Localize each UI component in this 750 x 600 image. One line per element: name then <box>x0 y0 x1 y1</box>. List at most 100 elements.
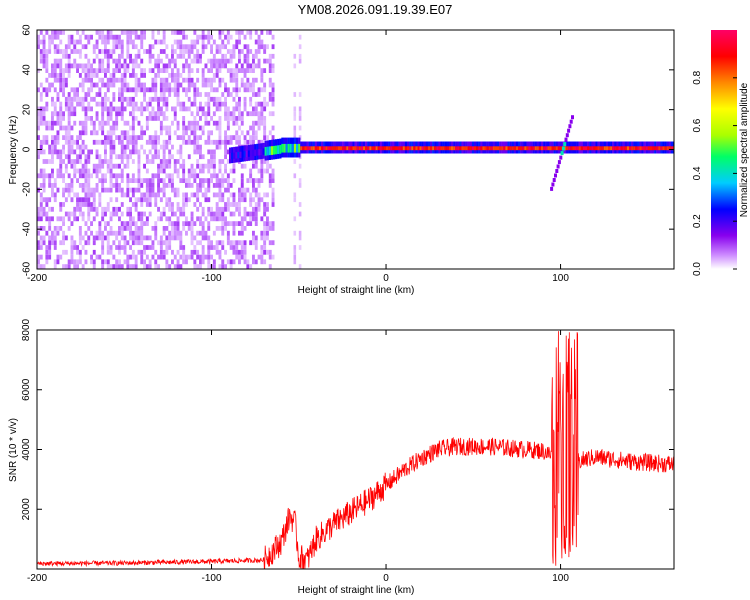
spectrogram-cell <box>461 146 464 151</box>
spectrogram-cell <box>207 187 211 193</box>
spectrogram-cell <box>196 120 200 126</box>
spectrogram-cell <box>92 68 96 73</box>
spectrogram-cell <box>120 116 124 121</box>
spectrogram-cell <box>425 146 429 151</box>
spectrogram-cell <box>48 82 52 88</box>
spectrogram-cell <box>190 58 194 64</box>
spectrogram-cell <box>171 202 174 207</box>
spectrogram-cell <box>67 120 71 126</box>
spectrogram-cell <box>268 77 272 83</box>
spectrogram-cell <box>84 240 88 246</box>
spectrogram-cell <box>235 245 239 250</box>
spectrogram-cell <box>145 264 149 269</box>
spectrogram-cell <box>196 197 200 203</box>
spectrogram-cell <box>294 25 297 30</box>
spectrogram-cell <box>243 259 247 265</box>
spectrogram-cell <box>115 58 119 64</box>
spectrogram-cell <box>48 34 52 40</box>
spectrogram-cell <box>45 211 49 217</box>
spectrogram-cell <box>37 135 40 140</box>
spectrogram-cell <box>37 230 40 236</box>
spectrogram-cell <box>109 245 113 250</box>
spectrogram-cell <box>162 249 166 255</box>
spectrogram-cell <box>64 235 68 241</box>
spectrogram-cell <box>76 168 79 174</box>
spectrogram-cell <box>162 144 166 150</box>
spectrogram-cell <box>92 197 96 203</box>
spectrogram-cell <box>145 49 149 54</box>
spectrogram-cell <box>151 154 155 160</box>
spectrogram-cell <box>263 202 267 207</box>
spectrogram-cell <box>205 25 208 30</box>
spectrogram-cell <box>70 245 74 250</box>
spectrogram-cell <box>76 202 79 207</box>
spectrogram-cell <box>165 82 169 88</box>
spectrogram-cell <box>463 146 466 151</box>
spectrogram-cell <box>201 206 205 212</box>
spectrogram-cell <box>568 124 572 129</box>
spectrogram-cell <box>185 49 188 54</box>
spectrogram-cell <box>254 135 258 140</box>
spectrogram-cell <box>268 96 272 102</box>
spectrogram-cell <box>268 53 272 59</box>
spectrogram-cell <box>87 226 91 231</box>
spectrogram-cell <box>293 116 297 121</box>
spectrogram-cell <box>218 187 222 193</box>
spectrogram-cell <box>53 120 57 126</box>
spectrogram-cell <box>157 111 160 117</box>
spectrogram-cell <box>120 192 124 198</box>
spectrogram-cell <box>173 254 177 260</box>
spectrogram-cell <box>120 245 124 250</box>
spectrogram-cell <box>126 259 130 265</box>
spectrogram-cell <box>210 254 213 260</box>
spectrogram-cell <box>196 240 200 246</box>
spectrogram-cell <box>104 206 107 212</box>
spectrogram-cell <box>354 146 357 151</box>
spectrogram-cell <box>182 125 186 131</box>
spectrogram-cell <box>179 101 183 107</box>
spectrogram-cell <box>90 206 93 212</box>
spectrogram-cell <box>131 240 135 246</box>
spectrogram-cell <box>271 68 275 73</box>
spectrogram-cell <box>87 73 91 78</box>
spectrogram-cell <box>212 230 216 236</box>
spectrogram-cell <box>148 53 152 59</box>
spectrogram-cell <box>87 87 91 93</box>
spectrogram-cell <box>660 146 663 151</box>
spectrogram-cell <box>78 159 82 164</box>
spectrogram-cell <box>67 39 71 45</box>
spectrogram-cell <box>45 135 49 140</box>
spectrogram-cell <box>148 149 152 155</box>
spectrogram-cell <box>109 168 113 174</box>
spectrogram-cell <box>101 235 105 241</box>
spectrogram-cell <box>249 135 253 140</box>
spectrogram-cell <box>145 202 149 207</box>
y-tick-label: -20 <box>22 182 33 197</box>
spectrogram-cell <box>249 197 253 203</box>
spectrogram-cell <box>143 30 146 35</box>
spectrogram-cell <box>106 202 110 207</box>
spectrogram-cell <box>268 63 272 69</box>
spectrogram-cell <box>115 183 119 188</box>
spectrogram-cell <box>335 146 339 151</box>
spectrogram-cell <box>421 146 424 151</box>
spectrogram-cell <box>62 92 65 97</box>
spectrogram-cell <box>145 192 149 198</box>
spectrogram-cell <box>204 77 208 83</box>
spectrogram-cell <box>90 221 93 226</box>
spectrogram-cell <box>168 264 172 269</box>
spectrogram-cell <box>137 183 141 188</box>
spectrogram-cell <box>224 82 227 88</box>
spectrogram-cell <box>221 77 225 83</box>
spectrogram-cell <box>73 163 77 169</box>
spectrogram-cell <box>165 87 169 93</box>
spectrogram-cell <box>120 44 124 50</box>
spectrogram-cell <box>98 120 102 126</box>
spectrogram-cell <box>154 154 158 160</box>
spectrogram-cell <box>232 44 236 50</box>
spectrogram-cell <box>73 211 77 217</box>
spectrogram-cell <box>252 63 255 69</box>
spectrogram-cell <box>404 146 408 151</box>
spectrogram-cell <box>226 92 230 97</box>
spectrogram-cell <box>137 249 141 255</box>
